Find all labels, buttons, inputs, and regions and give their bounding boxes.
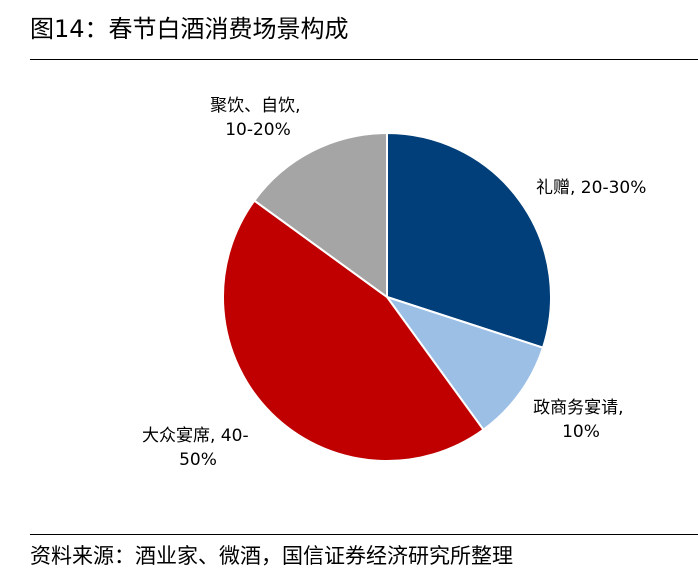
pie-slices xyxy=(222,132,552,462)
slice-label-business-banquet-line-1: 政商务宴请, xyxy=(533,398,623,418)
slice-label-gift-line-1: 礼赠, 20-30% xyxy=(536,178,646,198)
slice-label-gathering-drinking-line-1: 聚饮、自饮, xyxy=(210,96,300,116)
source-note: 资料来源：酒业家、微酒，国信证券经济研究所整理 xyxy=(30,544,513,568)
source-divider xyxy=(30,534,698,535)
slice-label-mass-banquet-line-1: 大众宴席, 40- xyxy=(142,426,249,446)
slice-label-gift: 礼赠, 20-30% xyxy=(536,178,646,198)
figure-title: 图14：春节白酒消费场景构成 xyxy=(30,15,349,43)
pie-labels: 礼赠, 20-30% 政商务宴请, 10% 大众宴席, 40- 50% 聚饮、自… xyxy=(142,96,646,470)
title-divider xyxy=(30,59,698,60)
pie-slice-mass-banquet xyxy=(222,199,485,462)
pie-slice-business-banquet xyxy=(386,296,544,431)
slice-label-mass-banquet-line-2: 50% xyxy=(179,450,217,470)
slice-label-business-banquet: 政商务宴请, 10% xyxy=(533,398,629,442)
pie-slice-gift xyxy=(386,132,552,349)
pie-slice-gathering-drinking xyxy=(253,132,388,298)
slice-label-mass-banquet: 大众宴席, 40- 50% xyxy=(142,426,254,470)
slice-label-gathering-drinking-line-2: 10-20% xyxy=(225,120,291,140)
slice-label-gathering-drinking: 聚饮、自饮, 10-20% xyxy=(210,96,306,140)
slice-label-business-banquet-line-2: 10% xyxy=(562,422,600,442)
